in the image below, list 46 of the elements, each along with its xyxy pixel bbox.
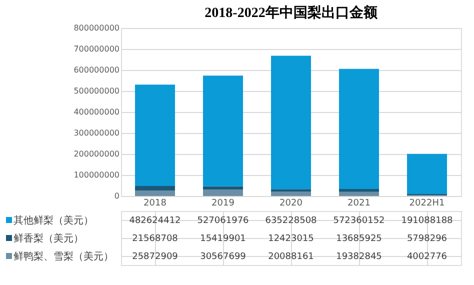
y-tick-label: 700000000 — [74, 44, 120, 54]
x-tick-label: 2022H1 — [409, 198, 445, 208]
y-tick-label: 800000000 — [74, 24, 120, 32]
y-tick-label: 400000000 — [74, 108, 120, 116]
data-label: 4002776 — [406, 252, 448, 262]
bar — [135, 190, 175, 196]
data-label: 5798296 — [406, 234, 448, 244]
data-label: 191088188 — [401, 216, 454, 226]
data-label: 25872909 — [132, 252, 178, 262]
y-tick-label: 600000000 — [74, 66, 120, 74]
data-label: 15419901 — [200, 234, 246, 244]
x-tick-label: 2019 — [212, 198, 235, 208]
legend-label: 鲜香梨（美元） — [14, 232, 84, 244]
bar — [339, 68, 379, 190]
bar — [135, 186, 175, 191]
y-tick-label: 0 — [114, 192, 120, 200]
y-tick-label: 300000000 — [74, 128, 120, 138]
bar — [203, 186, 243, 190]
y-tick-label: 500000000 — [74, 86, 120, 96]
bar — [407, 154, 447, 194]
x-tick-label: 2018 — [144, 198, 167, 208]
data-label: 13685925 — [336, 234, 382, 244]
data-label: 635228508 — [265, 216, 318, 226]
bar — [271, 192, 311, 196]
data-label: 20088161 — [268, 252, 314, 262]
data-label: 572360152 — [333, 216, 385, 226]
y-tick-label: 200000000 — [74, 150, 120, 158]
data-label: 21568708 — [132, 234, 178, 244]
bar — [135, 84, 175, 186]
x-tick-label: 2020 — [280, 198, 303, 208]
data-label: 527061976 — [197, 216, 250, 226]
data-label: 19382845 — [336, 252, 382, 262]
y-tick-label: 100000000 — [74, 170, 120, 180]
bar — [271, 56, 311, 190]
bar — [339, 192, 379, 196]
bar — [203, 190, 243, 196]
data-label: 30567699 — [200, 252, 246, 262]
x-tick-label: 2021 — [348, 198, 370, 208]
legend-label: 其他鲜梨（美元） — [14, 214, 94, 226]
legend-label: 鲜鸭梨、雪梨（美元） — [14, 250, 114, 262]
bar — [203, 76, 243, 186]
bar — [339, 189, 379, 192]
chart-title: 2018-2022年中国梨出口金额 — [204, 4, 378, 21]
bar — [271, 189, 311, 192]
data-label: 482624412 — [129, 216, 181, 226]
data-label: 12423015 — [268, 234, 314, 244]
